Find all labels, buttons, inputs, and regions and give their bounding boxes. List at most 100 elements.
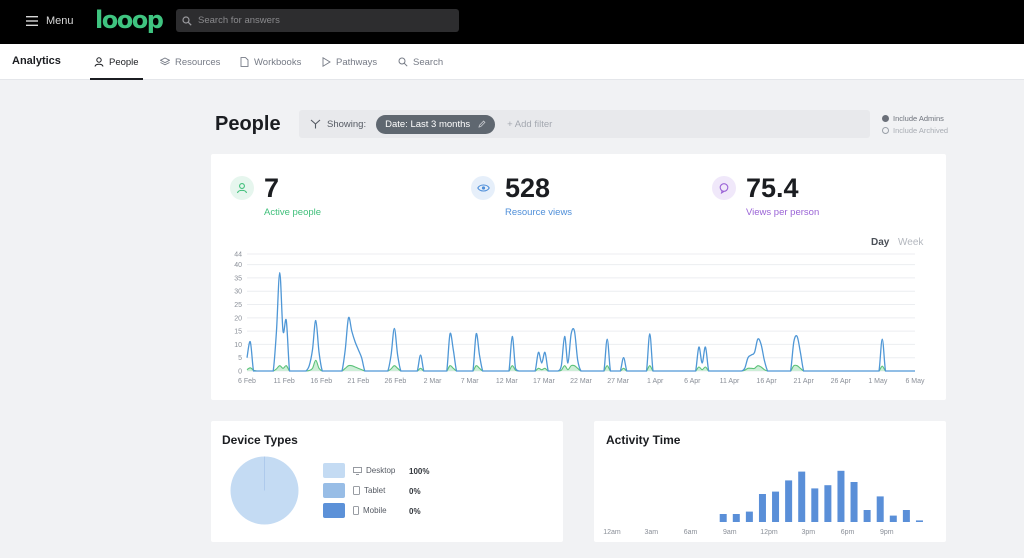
tab-workbooks[interactable]: Workbooks [240, 44, 301, 80]
stat-value: 7 [264, 173, 280, 203]
play-icon [322, 57, 331, 67]
stat-views-per-person: 75.4 Views per person [712, 172, 912, 222]
x-tick-label: 22 Mar [570, 378, 592, 385]
tab-label: Resources [175, 56, 221, 68]
x-tick-label: 9am [723, 529, 737, 536]
x-tick-label: 1 Apr [647, 378, 664, 385]
y-tick-label: 0 [238, 369, 242, 376]
y-tick-label: 30 [234, 289, 242, 296]
legend-swatch [323, 483, 345, 498]
filter-icon [310, 119, 321, 129]
legend-label: Mobile [363, 506, 387, 515]
x-tick-label: 6 Apr [684, 378, 701, 385]
stat-value: 528 [505, 173, 551, 203]
x-tick-label: 11 Feb [273, 378, 294, 385]
add-filter-button[interactable]: + Add filter [507, 118, 553, 130]
people-overview-card [211, 154, 946, 400]
activity-bar [889, 515, 897, 522]
legend-label: Desktop [366, 466, 396, 475]
edit-icon[interactable] [478, 120, 486, 128]
document-icon [240, 57, 249, 67]
device-types-title: Device Types [222, 433, 298, 447]
x-tick-label: 3am [644, 529, 658, 536]
x-tick-label: 12pm [760, 529, 778, 536]
analytics-subnav: Analytics People Resources Workbooks Pat… [0, 44, 1024, 80]
x-tick-label: 16 Feb [310, 378, 332, 385]
x-tick-label: 21 Feb [347, 378, 369, 385]
tablet-icon [353, 486, 360, 495]
stat-label: Views per person [746, 207, 820, 218]
x-tick-label: 12am [603, 529, 621, 536]
legend-mobile: Mobile 0% [323, 503, 421, 518]
activity-bar [811, 488, 819, 522]
y-tick-label: 44 [234, 252, 242, 259]
granularity-week-toggle[interactable]: Week [898, 237, 924, 248]
series-line-primary [246, 271, 915, 372]
y-tick-label: 40 [234, 262, 242, 269]
legend-swatch [323, 503, 345, 518]
x-tick-label: 27 Mar [607, 378, 629, 385]
activity-bar [850, 482, 858, 522]
stat-active-people: 7 Active people [230, 172, 430, 222]
activity-bar [824, 485, 832, 522]
activity-bar [798, 471, 806, 522]
tab-pathways[interactable]: Pathways [322, 44, 377, 80]
tab-search[interactable]: Search [398, 44, 443, 80]
layers-icon [160, 57, 170, 66]
chat-icon [712, 176, 736, 200]
search-box[interactable] [176, 9, 459, 32]
granularity-day-toggle[interactable]: Day [871, 237, 890, 248]
activity-bar [772, 491, 780, 522]
monitor-icon [353, 466, 362, 475]
brand-logo[interactable]: looop [95, 6, 164, 34]
x-tick-label: 3pm [801, 529, 815, 536]
stat-value: 75.4 [746, 173, 799, 203]
phone-icon [353, 506, 359, 515]
legend-label: Tablet [364, 486, 386, 495]
x-tick-label: 17 Mar [533, 378, 555, 385]
x-tick-label: 6am [684, 529, 698, 536]
filter-bar: Showing: Date: Last 3 months + Add filte… [299, 110, 870, 138]
legend-tablet: Tablet 0% [323, 483, 421, 498]
y-tick-label: 10 [234, 342, 242, 349]
search-input[interactable] [198, 15, 448, 26]
include-admins-label: Include Admins [893, 114, 944, 123]
activity-time-title: Activity Time [606, 433, 681, 447]
tab-people[interactable]: People [90, 44, 143, 80]
menu-label: Menu [46, 15, 74, 27]
legend-desktop: Desktop 100% [323, 463, 429, 478]
activity-bar [758, 494, 766, 522]
search-icon [182, 15, 192, 26]
y-tick-label: 5 [238, 355, 242, 362]
radio-unselected[interactable] [882, 127, 889, 134]
include-archived-label: Include Archived [893, 126, 949, 135]
activity-time-bar-chart: 12am 3am 6am 9am 12pm 3pm 6pm 9pm [603, 470, 923, 536]
tab-resources[interactable]: Resources [160, 44, 220, 80]
person-icon [94, 57, 104, 67]
legend-percent: 0% [409, 507, 421, 516]
x-tick-label: 9pm [880, 529, 894, 536]
activity-bar [876, 496, 884, 522]
x-tick-label: 26 Apr [831, 378, 852, 385]
stat-label: Active people [264, 207, 322, 218]
top-bar: Menu looop [0, 0, 1024, 44]
activity-bar [732, 514, 740, 522]
x-tick-label: 11 Apr [720, 378, 740, 385]
y-tick-label: 35 [234, 275, 242, 282]
x-tick-label: 12 Mar [496, 378, 518, 385]
date-filter-chip[interactable]: Date: Last 3 months [376, 114, 496, 134]
tab-label: Pathways [336, 56, 378, 68]
menu-button[interactable]: Menu [26, 13, 74, 29]
activity-bar [863, 510, 871, 522]
x-tick-label: 16 Apr [756, 378, 777, 385]
search-icon [398, 57, 408, 67]
tab-label: Workbooks [254, 56, 302, 68]
x-tick-label: 6 May [905, 378, 925, 385]
include-admins-option[interactable]: Include Admins [882, 114, 944, 123]
legend-percent: 100% [409, 467, 430, 476]
activity-bar [719, 514, 727, 522]
include-archived-option[interactable]: Include Archived [882, 126, 948, 135]
y-tick-label: 20 [234, 315, 242, 322]
radio-selected[interactable] [882, 115, 889, 122]
tab-label: Search [413, 56, 444, 68]
